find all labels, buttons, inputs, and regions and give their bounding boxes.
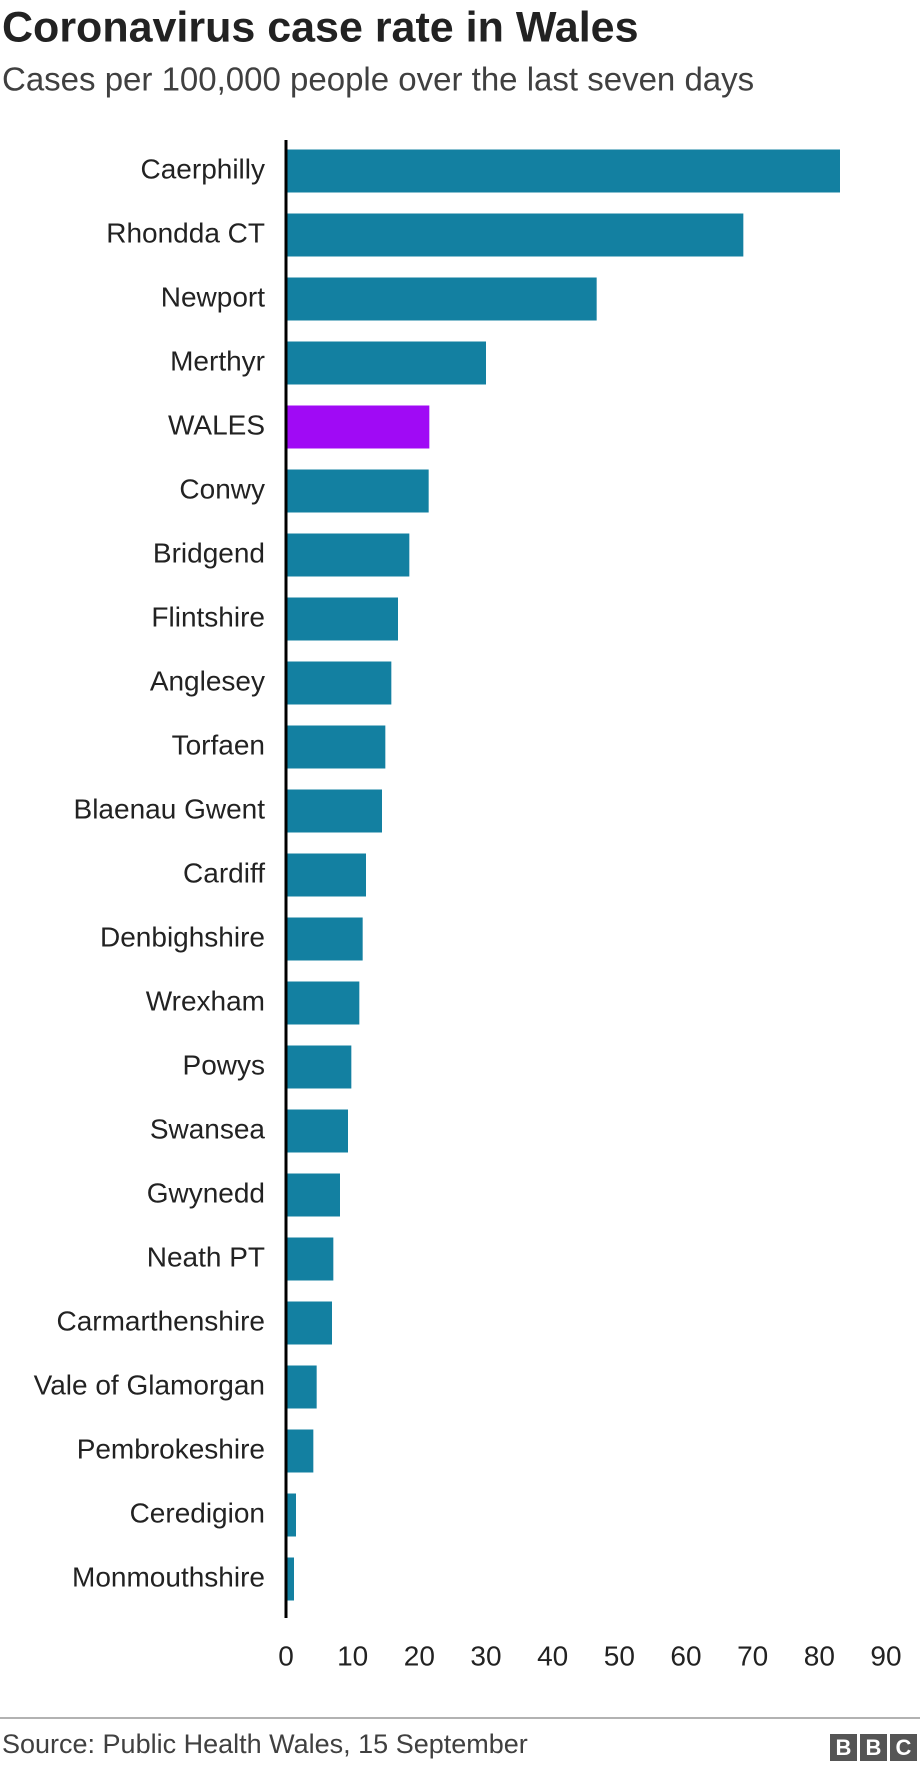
y-tick-label: Flintshire (151, 601, 265, 632)
bar (286, 853, 366, 897)
y-tick-label: Rhondda CT (106, 217, 265, 248)
bar (286, 533, 410, 577)
x-tick-label: 20 (404, 1640, 435, 1671)
bar (286, 277, 597, 321)
bar (286, 1557, 294, 1601)
bar (286, 469, 429, 513)
logo-letter: C (896, 1735, 912, 1760)
bar (286, 981, 360, 1025)
bar (286, 405, 430, 449)
x-tick-label: 70 (737, 1640, 768, 1671)
y-tick-label: Swansea (150, 1113, 266, 1144)
logo-letter: B (866, 1735, 882, 1760)
y-tick-label: Anglesey (150, 665, 265, 696)
y-tick-label: Denbighshire (100, 921, 265, 952)
bar (286, 597, 398, 641)
x-tick-label: 40 (537, 1640, 568, 1671)
logo-box (830, 1734, 857, 1761)
bar (286, 1301, 332, 1345)
bar (286, 1237, 334, 1281)
y-tick-label: WALES (168, 409, 265, 440)
logo-box (890, 1734, 917, 1761)
y-tick-label: Monmouthshire (72, 1561, 265, 1592)
bar (286, 1109, 348, 1153)
y-tick-label: Bridgend (153, 537, 265, 568)
y-tick-label: Newport (161, 281, 265, 312)
y-tick-label: Blaenau Gwent (74, 793, 266, 824)
y-tick-label: Wrexham (146, 985, 265, 1016)
x-tick-label: 90 (870, 1640, 901, 1671)
y-tick-label: Powys (183, 1049, 265, 1080)
bar (286, 725, 386, 769)
bar (286, 917, 363, 961)
x-tick-label: 30 (470, 1640, 501, 1671)
y-tick-label: Neath PT (147, 1241, 265, 1272)
x-tick-label: 50 (604, 1640, 635, 1671)
y-tick-label: Cardiff (183, 857, 265, 888)
y-tick-label: Vale of Glamorgan (34, 1369, 265, 1400)
logo-box (860, 1734, 887, 1761)
y-tick-label: Torfaen (172, 729, 265, 760)
logo-letter: B (836, 1735, 852, 1760)
y-tick-label: Carmarthenshire (56, 1305, 265, 1336)
bar (286, 213, 744, 257)
bar (286, 1045, 352, 1089)
y-tick-label: Gwynedd (147, 1177, 265, 1208)
bar (286, 661, 392, 705)
bar (286, 1365, 317, 1409)
x-tick-label: 80 (804, 1640, 835, 1671)
bar (286, 1173, 340, 1217)
chart-title: Coronavirus case rate in Wales (2, 3, 639, 51)
chart-subtitle: Cases per 100,000 people over the last s… (2, 61, 754, 98)
y-tick-label: Caerphilly (141, 153, 266, 184)
y-tick-label: Ceredigion (130, 1497, 265, 1528)
y-tick-label: Conwy (179, 473, 265, 504)
y-tick-label: Pembrokeshire (77, 1433, 265, 1464)
y-tick-label: Merthyr (170, 345, 265, 376)
bar (286, 341, 486, 385)
source: Source: Public Health Wales, 15 Septembe… (2, 1729, 528, 1759)
x-tick-label: 0 (278, 1640, 294, 1671)
x-tick-label: 60 (670, 1640, 701, 1671)
bar (286, 789, 382, 833)
bar (286, 1493, 296, 1537)
x-tick-label: 10 (337, 1640, 368, 1671)
bar (286, 1429, 314, 1473)
bar (286, 149, 840, 193)
